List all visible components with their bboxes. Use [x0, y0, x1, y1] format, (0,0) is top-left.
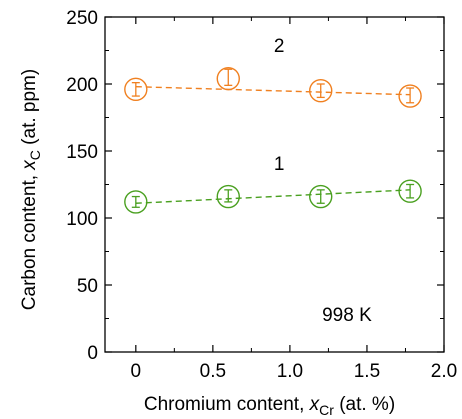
- x-tick-label: 1.0: [277, 361, 303, 382]
- data-marker: [398, 84, 422, 108]
- x-tick-label: 2.0: [431, 361, 457, 382]
- x-axis-title-unit: (at. %): [334, 394, 395, 415]
- data-marker: [309, 184, 333, 209]
- y-axis-title-variable: x: [19, 159, 40, 171]
- x-tick-label: 1.5: [354, 361, 380, 382]
- temperature-annotation: 998 K: [322, 305, 372, 326]
- series-label: 1: [274, 154, 285, 175]
- data-point: [309, 184, 333, 209]
- data-points: [124, 66, 422, 214]
- data-point: [124, 77, 148, 102]
- y-axis-title: Carbon content, xC (at. ppm): [19, 69, 43, 310]
- data-marker: [124, 77, 148, 102]
- plot-frame: [104, 16, 445, 353]
- x-tick-label: 0: [131, 361, 142, 382]
- y-tick-label: 50: [77, 276, 98, 297]
- data-point: [124, 190, 148, 214]
- y-tick-label: 150: [66, 142, 98, 163]
- data-point: [398, 84, 422, 108]
- y-tick-label: 250: [66, 8, 98, 29]
- x-axis-title-text: Chromium content,: [144, 394, 310, 415]
- x-axis-title-variable: x: [309, 394, 321, 415]
- y-tick-label: 100: [66, 209, 98, 230]
- y-axis-title-text: Carbon content,: [19, 170, 40, 310]
- data-point: [216, 184, 240, 209]
- y-tick-label: 0: [87, 343, 98, 364]
- data-marker: [124, 190, 148, 214]
- series-label: 2: [274, 36, 285, 57]
- x-tick-label: 0.5: [200, 361, 226, 382]
- text-labels: 0 0.5 1.0 1.5 2.0 0 50 100 150 200 250 2 1 998 K Chrom…: [19, 8, 457, 418]
- fit-line-series-2: [135, 85, 411, 96]
- data-point: [216, 66, 240, 91]
- y-axis-title-unit: (at. ppm): [19, 69, 40, 150]
- x-axis-title-subscript: Cr: [319, 402, 334, 418]
- y-tick-label: 200: [66, 75, 98, 96]
- axes-frame: [104, 16, 445, 353]
- data-marker: [216, 66, 240, 91]
- y-axis-title-subscript: C: [27, 150, 43, 160]
- fit-lines: [135, 85, 411, 204]
- data-point: [309, 78, 333, 103]
- data-marker: [216, 184, 240, 209]
- data-marker: [309, 78, 333, 103]
- data-marker: [398, 179, 422, 203]
- data-point: [398, 179, 422, 203]
- x-axis-title: Chromium content, xCr (at. %): [144, 394, 395, 418]
- axis-ticks: [105, 16, 445, 353]
- fit-line-series-1: [135, 189, 411, 204]
